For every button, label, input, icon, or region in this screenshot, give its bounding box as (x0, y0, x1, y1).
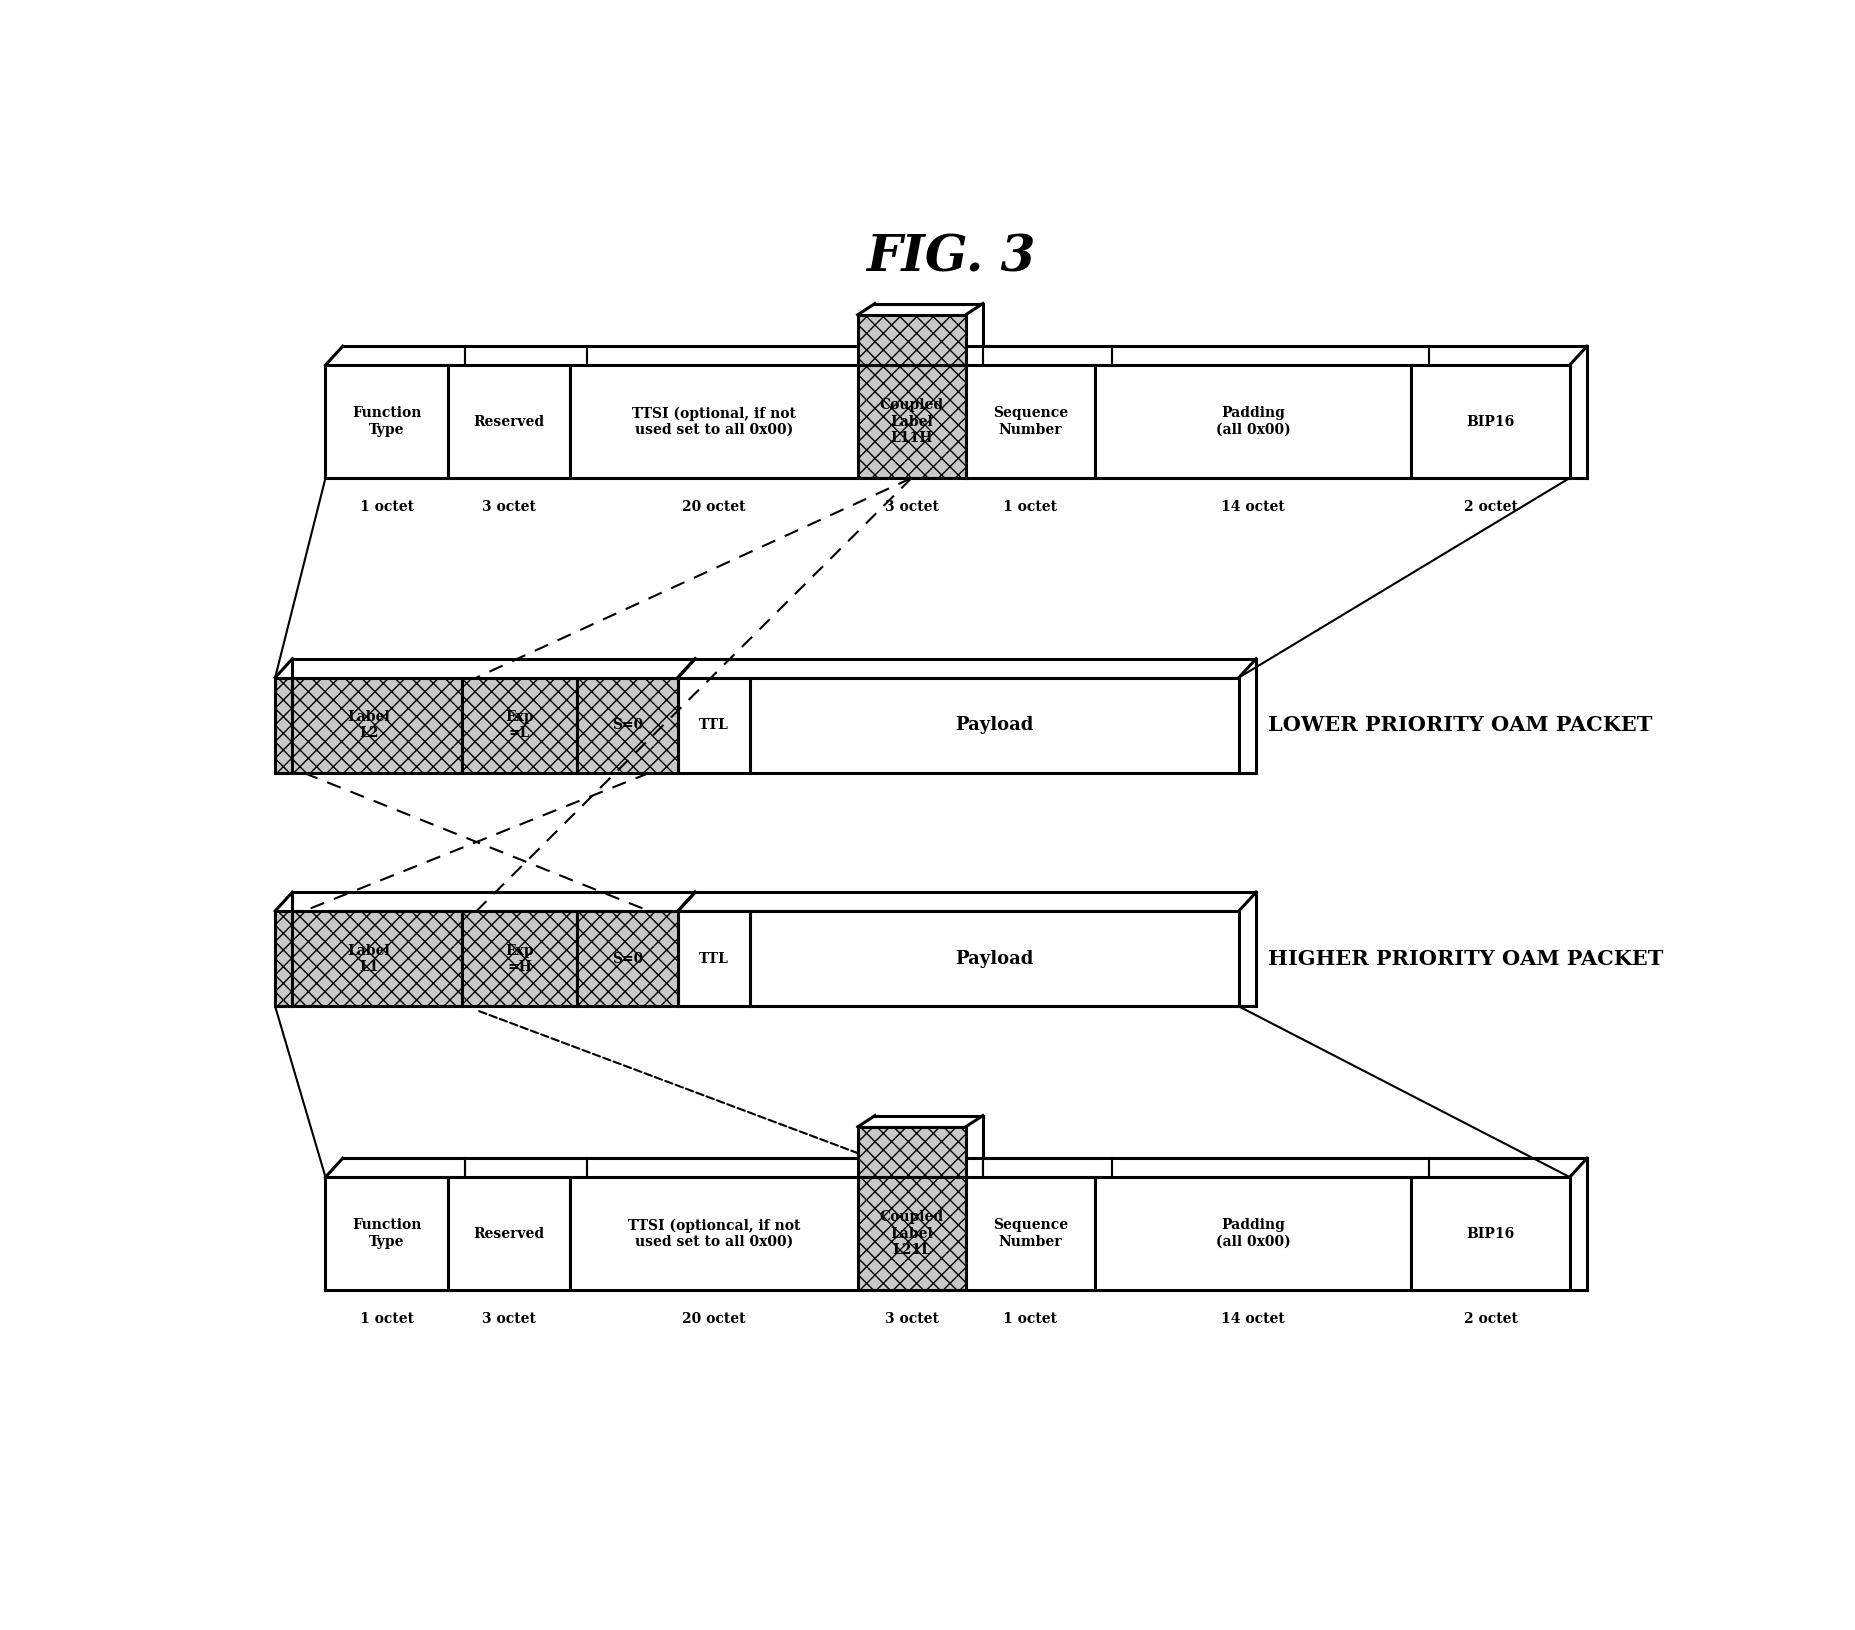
Text: Function
Type: Function Type (352, 1219, 421, 1249)
Text: Padding
(all 0x00): Padding (all 0x00) (1215, 406, 1289, 437)
Text: 3 octet: 3 octet (885, 500, 939, 513)
Bar (749, 911, 1239, 1006)
Text: LOWER PRIORITY OAM PACKET: LOWER PRIORITY OAM PACKET (1267, 716, 1651, 735)
Text: TTL: TTL (699, 719, 729, 732)
Bar (577, 678, 677, 773)
Text: 3 octet: 3 octet (482, 500, 536, 513)
Text: Exp
=H: Exp =H (505, 944, 534, 973)
Bar (569, 365, 857, 478)
Bar (965, 1177, 1094, 1289)
Text: 3 octet: 3 octet (482, 1312, 536, 1325)
Text: Label
L1: Label L1 (347, 944, 390, 973)
Text: Coupled
Label
L21L: Coupled Label L21L (879, 1211, 942, 1257)
Text: Label
L2: Label L2 (347, 711, 390, 740)
Bar (1412, 1177, 1569, 1289)
Text: 1 octet: 1 octet (360, 500, 414, 513)
Bar (677, 678, 749, 773)
Bar (1412, 365, 1569, 478)
Bar (857, 1126, 965, 1177)
Text: BIP16: BIP16 (1465, 1226, 1514, 1240)
Text: TTSI (optional, if not
used set to all 0x00): TTSI (optional, if not used set to all 0… (631, 406, 796, 437)
Text: 1 octet: 1 octet (360, 1312, 414, 1325)
Bar (577, 911, 677, 1006)
Text: 20 octet: 20 octet (683, 500, 746, 513)
Text: Payload: Payload (955, 716, 1033, 734)
Text: Sequence
Number: Sequence Number (992, 406, 1067, 437)
Bar (857, 1177, 965, 1289)
Text: 2 octet: 2 octet (1464, 1312, 1517, 1325)
Text: HIGHER PRIORITY OAM PACKET: HIGHER PRIORITY OAM PACKET (1267, 949, 1662, 968)
Bar (462, 678, 577, 773)
Text: FIG. 3: FIG. 3 (866, 233, 1035, 284)
Bar (749, 678, 1239, 773)
Text: TTSI (optioncal, if not
used set to all 0x00): TTSI (optioncal, if not used set to all … (627, 1218, 800, 1249)
Bar (447, 1177, 569, 1289)
Text: Padding
(all 0x00): Padding (all 0x00) (1215, 1219, 1289, 1249)
Text: 20 octet: 20 octet (683, 1312, 746, 1325)
Bar (677, 911, 749, 1006)
Text: 1 octet: 1 octet (1004, 500, 1057, 513)
Text: Reserved: Reserved (473, 414, 544, 429)
Bar (1094, 1177, 1410, 1289)
Text: Payload: Payload (955, 950, 1033, 968)
Bar (569, 1177, 857, 1289)
Text: Exp
=L: Exp =L (505, 711, 534, 740)
Text: BIP16: BIP16 (1465, 414, 1514, 429)
Text: Function
Type: Function Type (352, 406, 421, 437)
Bar (325, 1177, 447, 1289)
Bar (965, 365, 1094, 478)
Text: S=0: S=0 (612, 719, 644, 732)
Text: TTL: TTL (699, 952, 729, 965)
Text: 1 octet: 1 octet (1004, 1312, 1057, 1325)
Text: 3 octet: 3 octet (885, 1312, 939, 1325)
Bar (447, 365, 569, 478)
Text: Sequence
Number: Sequence Number (992, 1219, 1067, 1249)
Text: Reserved: Reserved (473, 1226, 544, 1240)
Bar (275, 678, 462, 773)
Text: 14 octet: 14 octet (1221, 500, 1284, 513)
Text: S=0: S=0 (612, 952, 644, 965)
Bar (1094, 365, 1410, 478)
Bar (857, 315, 965, 365)
Text: 14 octet: 14 octet (1221, 1312, 1284, 1325)
Text: 2 octet: 2 octet (1464, 500, 1517, 513)
Text: Coupled
Label
L11H: Coupled Label L11H (879, 398, 942, 445)
Bar (325, 365, 447, 478)
Bar (275, 911, 462, 1006)
Bar (857, 365, 965, 478)
Bar (462, 911, 577, 1006)
